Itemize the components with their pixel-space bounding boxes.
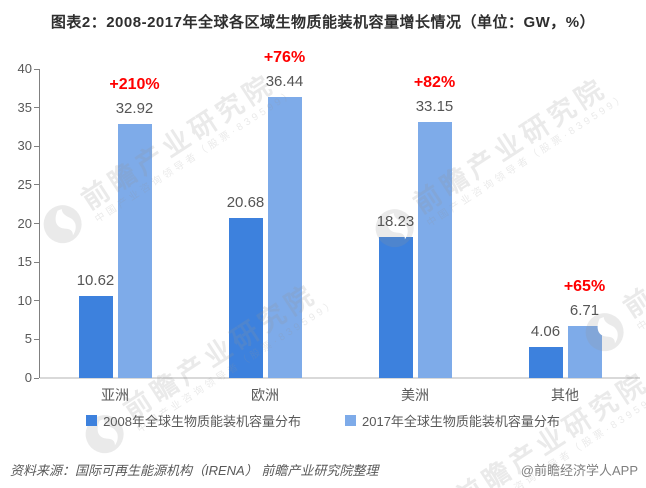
category-label-美洲: 美洲 [401, 387, 429, 403]
y-tick [34, 223, 39, 224]
growth-label: +82% [413, 74, 456, 91]
category-label-欧洲: 欧洲 [251, 387, 279, 403]
value-label: 20.68 [226, 194, 265, 211]
legend-swatch-2017 [345, 415, 356, 426]
value-label: 33.15 [415, 98, 454, 115]
bar-2008-亚洲 [78, 296, 113, 378]
y-tick-label: 10 [17, 292, 32, 308]
y-tick [34, 184, 39, 186]
y-tick [34, 338, 39, 340]
y-tick [34, 145, 39, 147]
bar-2017-美洲 [417, 122, 452, 378]
legend-item-2017: 2017年全球生物质能装机容量分布 [345, 411, 560, 430]
legend-label-2017: 2017年全球生物质能装机容量分布 [362, 414, 560, 429]
y-tick-label: 20 [17, 215, 32, 231]
y-tick [34, 68, 39, 70]
y-tick-label: 40 [17, 61, 32, 76]
source-note: 资料来源：国际可再生能源机构（IRENA） 前瞻产业研究院整理 [10, 463, 379, 478]
x-axis-line [40, 377, 640, 379]
growth-label: +210% [109, 76, 160, 93]
legend-label-2008: 2008年全球生物质能装机容量分布 [103, 414, 301, 429]
y-tick-label: 35 [17, 99, 32, 115]
credit-note: @前瞻经济学人APP [520, 463, 638, 478]
value-label: 6.71 [569, 302, 600, 319]
y-tick [34, 377, 39, 379]
value-label: 36.44 [265, 73, 304, 90]
y-tick-label: 0 [24, 370, 32, 385]
legend-item-2008: 2008年全球生物质能装机容量分布 [86, 411, 301, 430]
bar-2008-其他 [528, 347, 563, 378]
watermark-subtitle: 中国产业咨询领导者（股票·839599） [635, 195, 646, 334]
category-label-其他: 其他 [551, 387, 579, 403]
growth-label: +76% [263, 49, 306, 66]
bar-2017-亚洲 [117, 124, 152, 378]
legend-swatch-2008 [86, 415, 98, 426]
chart-title: 图表2：2008-2017年全球各区域生物质能装机容量增长情况（单位：GW，%） [50, 14, 596, 31]
bar-2017-其他 [567, 326, 602, 378]
bar-2017-欧洲 [267, 97, 302, 378]
y-tick-label: 25 [17, 176, 32, 192]
value-label: 4.06 [530, 323, 561, 340]
bar-2008-美洲 [378, 237, 413, 378]
growth-label: +65% [563, 278, 606, 295]
y-tick-label: 15 [17, 254, 32, 270]
y-tick-label: 5 [24, 331, 32, 347]
y-tick [34, 107, 39, 109]
value-label: 18.23 [376, 213, 415, 230]
qianzhan-logo-icon [35, 197, 90, 252]
legend: 2008年全球生物质能装机容量分布 2017年全球生物质能装机容量分布 [0, 411, 646, 430]
value-label: 10.62 [76, 272, 115, 289]
watermark-brand: 前瞻产业研究院 [618, 176, 646, 324]
bar-2008-欧洲 [228, 218, 263, 378]
y-tick [34, 261, 39, 263]
value-label: 32.92 [115, 100, 154, 117]
y-tick [34, 300, 39, 302]
y-tick-label: 30 [17, 138, 32, 154]
y-axis-line [39, 69, 40, 378]
category-label-亚洲: 亚洲 [101, 387, 129, 403]
